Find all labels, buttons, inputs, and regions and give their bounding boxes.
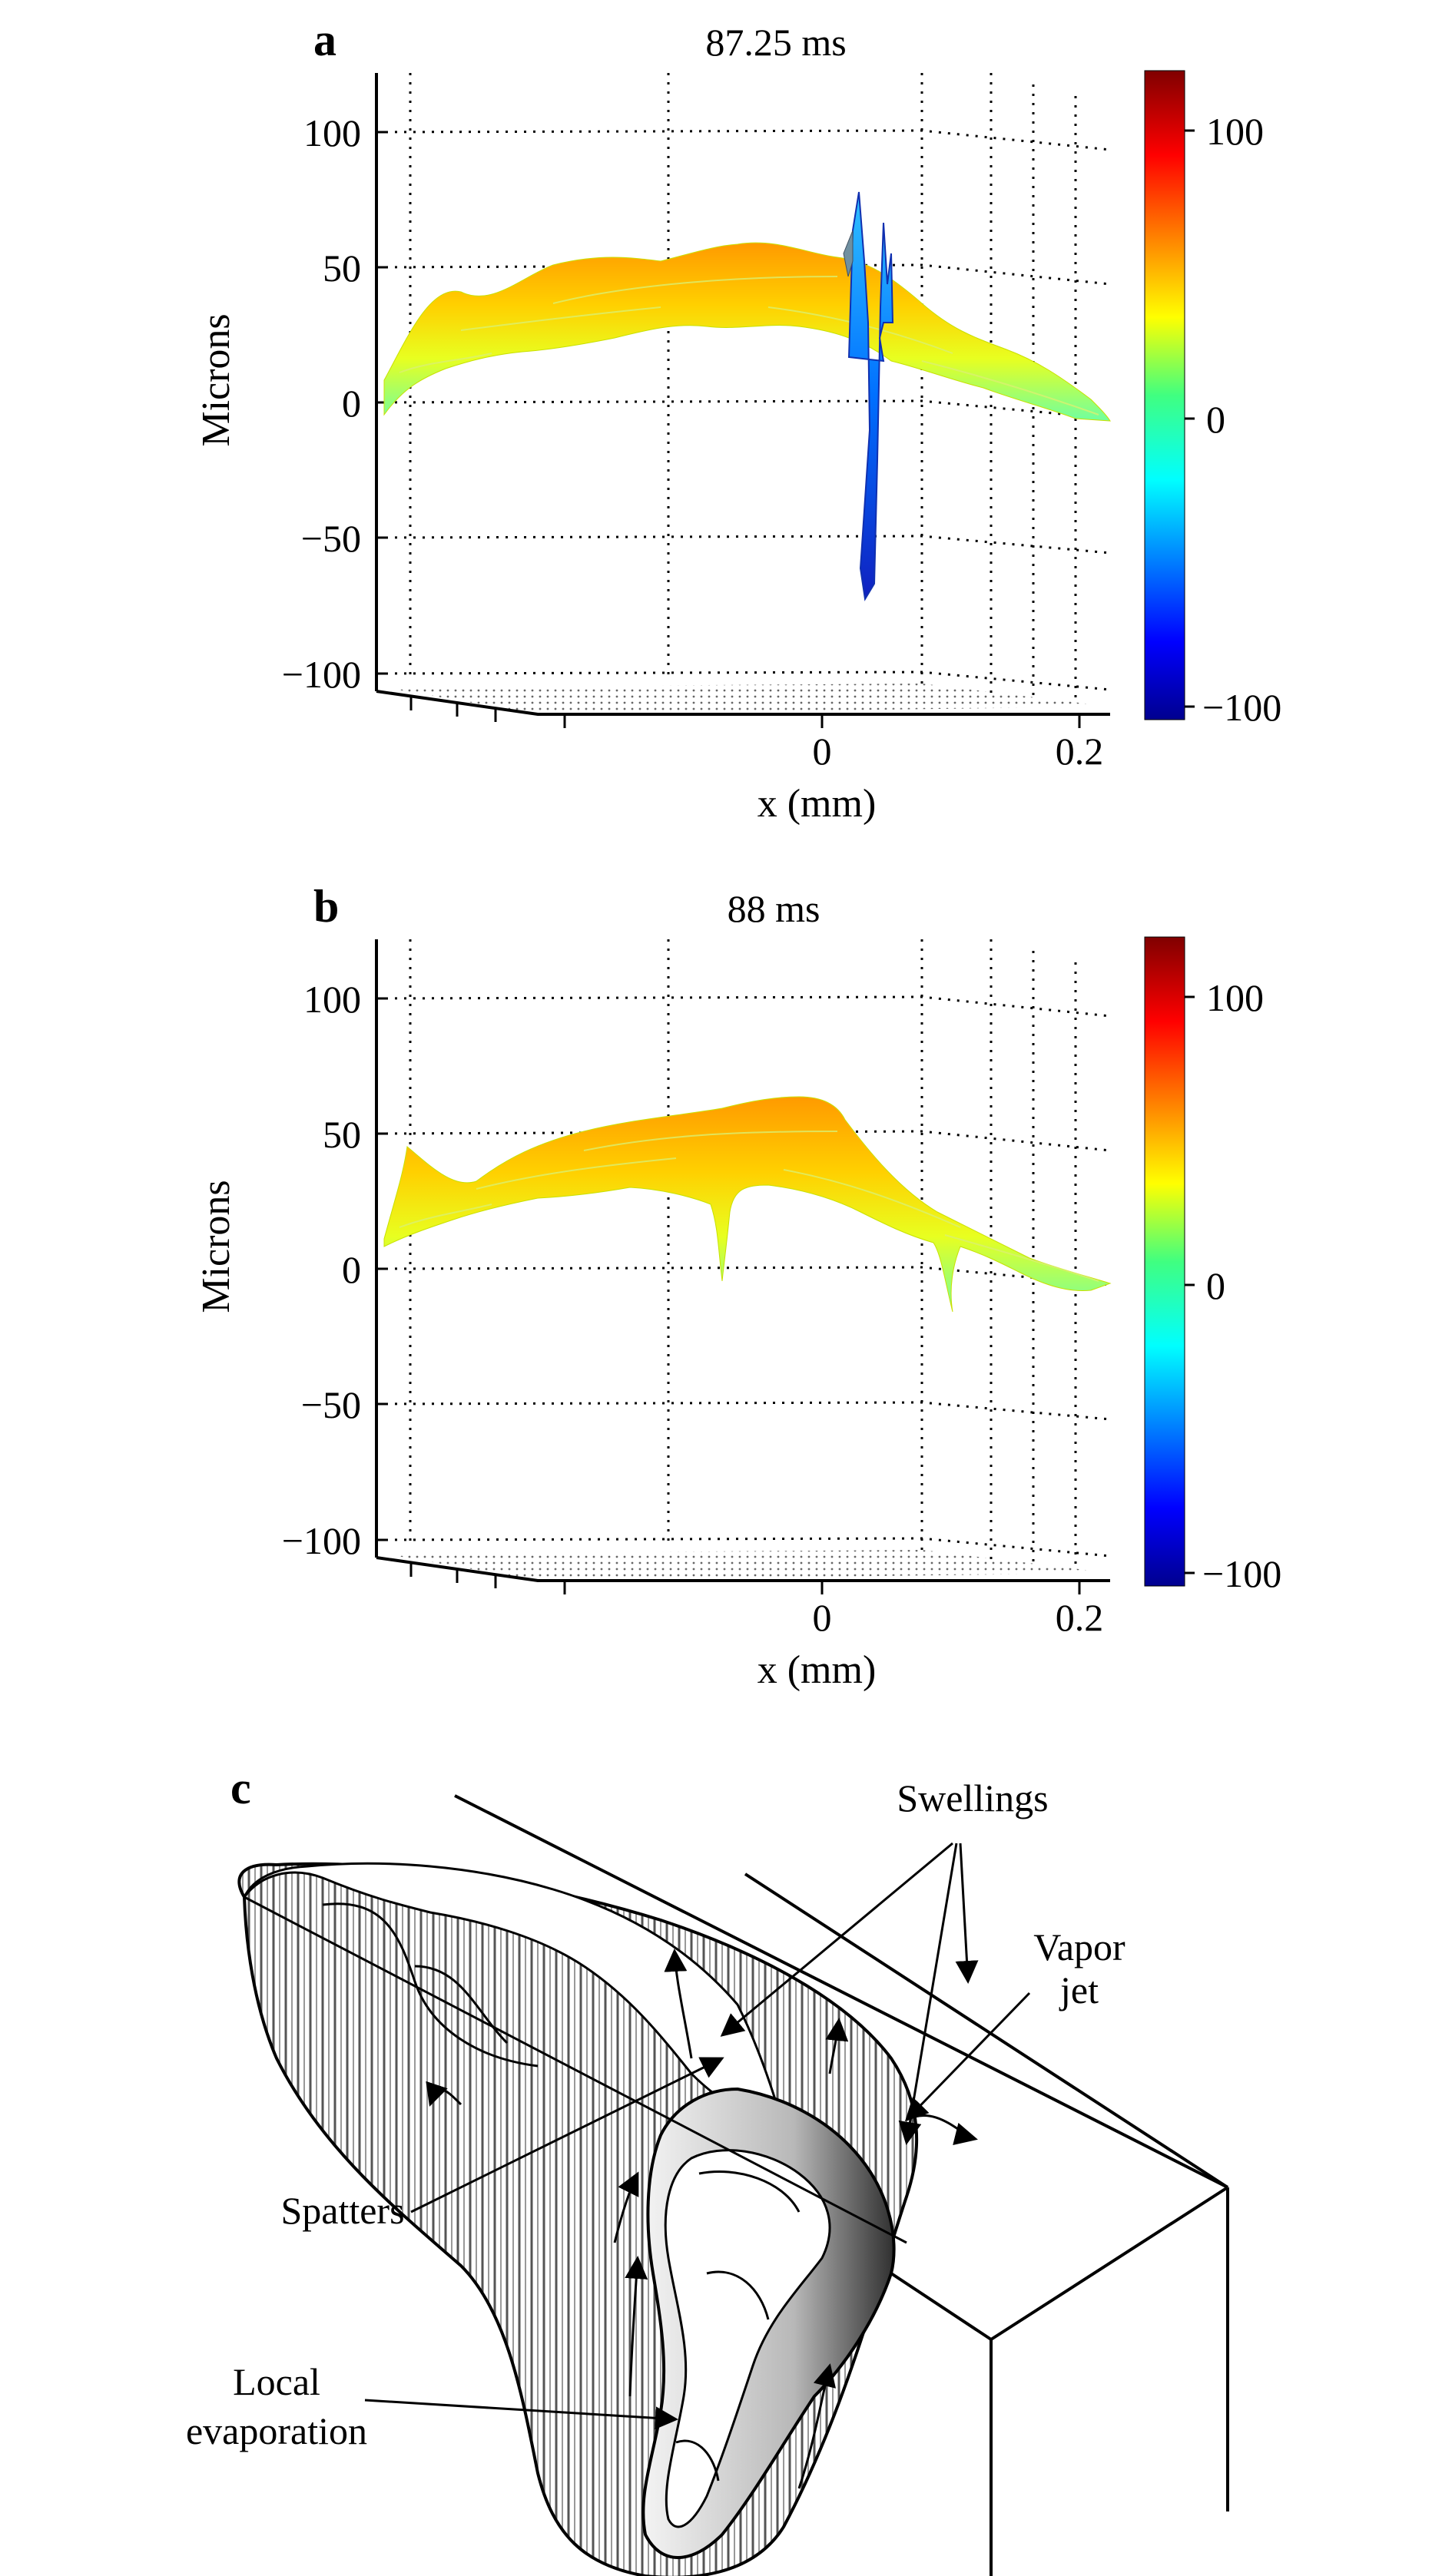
xlabel-a: x (mm) <box>757 782 877 826</box>
colorbar-a <box>1144 70 1185 720</box>
colorbar-b <box>1144 936 1185 1587</box>
colorbar-a-tick-neg100: −100 <box>1202 686 1281 729</box>
panel-letter-b: b <box>313 881 339 932</box>
base-plane-a <box>384 684 1110 714</box>
panel-a: a 87.25 ms <box>194 15 1281 826</box>
colorbar-a-tick-0: 0 <box>1206 398 1225 441</box>
ylabel-a: Microns <box>194 313 238 446</box>
x-axis-a <box>376 690 1110 716</box>
surface-b-fill <box>383 1096 1112 1313</box>
label-spatters: Spatters <box>280 2189 404 2232</box>
panel-letter-a: a <box>313 15 336 65</box>
colorbar-b-tick-0: 0 <box>1206 1264 1225 1307</box>
base-plane-b <box>384 1550 1110 1581</box>
axis-ticks-a <box>376 131 1081 728</box>
xtick-a-0: 0 <box>813 730 832 773</box>
ytick-a-50: 50 <box>323 247 361 290</box>
xtick-a-0.2: 0.2 <box>1056 730 1104 773</box>
xtick-b-0: 0 <box>813 1596 832 1639</box>
label-local-evaporation-1: Local <box>233 2360 320 2403</box>
xlabel-b: x (mm) <box>757 1648 877 1692</box>
axis-ticks-b <box>376 997 1081 1594</box>
ytick-b-100: 100 <box>303 978 361 1021</box>
ytick-b-neg100: −100 <box>282 1519 361 1562</box>
panel-b: b 88 ms <box>194 881 1281 1692</box>
workpiece-block <box>454 1794 1229 2576</box>
surface-a-fill <box>383 242 1111 422</box>
label-local-evaporation-2: evaporation <box>186 2409 367 2452</box>
grid-vertical-a <box>409 73 1077 703</box>
ytick-b-0: 0 <box>342 1248 361 1291</box>
colorbar-b-tick-100: 100 <box>1206 976 1264 1019</box>
ytick-b-neg50: −50 <box>301 1383 361 1426</box>
x-axis-b <box>376 1556 1110 1582</box>
grid-horizontal-a <box>376 129 1111 691</box>
label-swellings: Swellings <box>897 1776 1048 1819</box>
flow-arrows <box>426 1949 978 2489</box>
grid-vertical-b <box>409 939 1077 1569</box>
panel-c-diagram: c <box>186 1763 1229 2576</box>
label-vapor-jet-2: jet <box>1059 1968 1099 2011</box>
label-vapor-jet-1: Vapor <box>1033 1925 1125 1968</box>
xtick-b-0.2: 0.2 <box>1056 1596 1104 1639</box>
callout-lines <box>364 1842 1031 2430</box>
grid-horizontal-b <box>376 995 1111 1558</box>
colorbar-a-tick-100: 100 <box>1206 110 1264 153</box>
ytick-a-neg100: −100 <box>282 653 361 696</box>
ytick-b-50: 50 <box>323 1113 361 1156</box>
ytick-a-0: 0 <box>342 382 361 425</box>
surface-b <box>383 1096 1112 1313</box>
ylabel-b: Microns <box>194 1180 238 1313</box>
surface-a <box>383 191 1111 601</box>
ytick-a-neg50: −50 <box>301 517 361 560</box>
colorbar-b-tick-neg100: −100 <box>1202 1552 1281 1595</box>
surface-a-cavity-spike <box>847 191 894 601</box>
ytick-a-100: 100 <box>303 111 361 154</box>
panel-title-b: 88 ms <box>728 887 820 930</box>
panel-title-a: 87.25 ms <box>705 21 846 64</box>
panel-letter-c: c <box>230 1763 251 1813</box>
